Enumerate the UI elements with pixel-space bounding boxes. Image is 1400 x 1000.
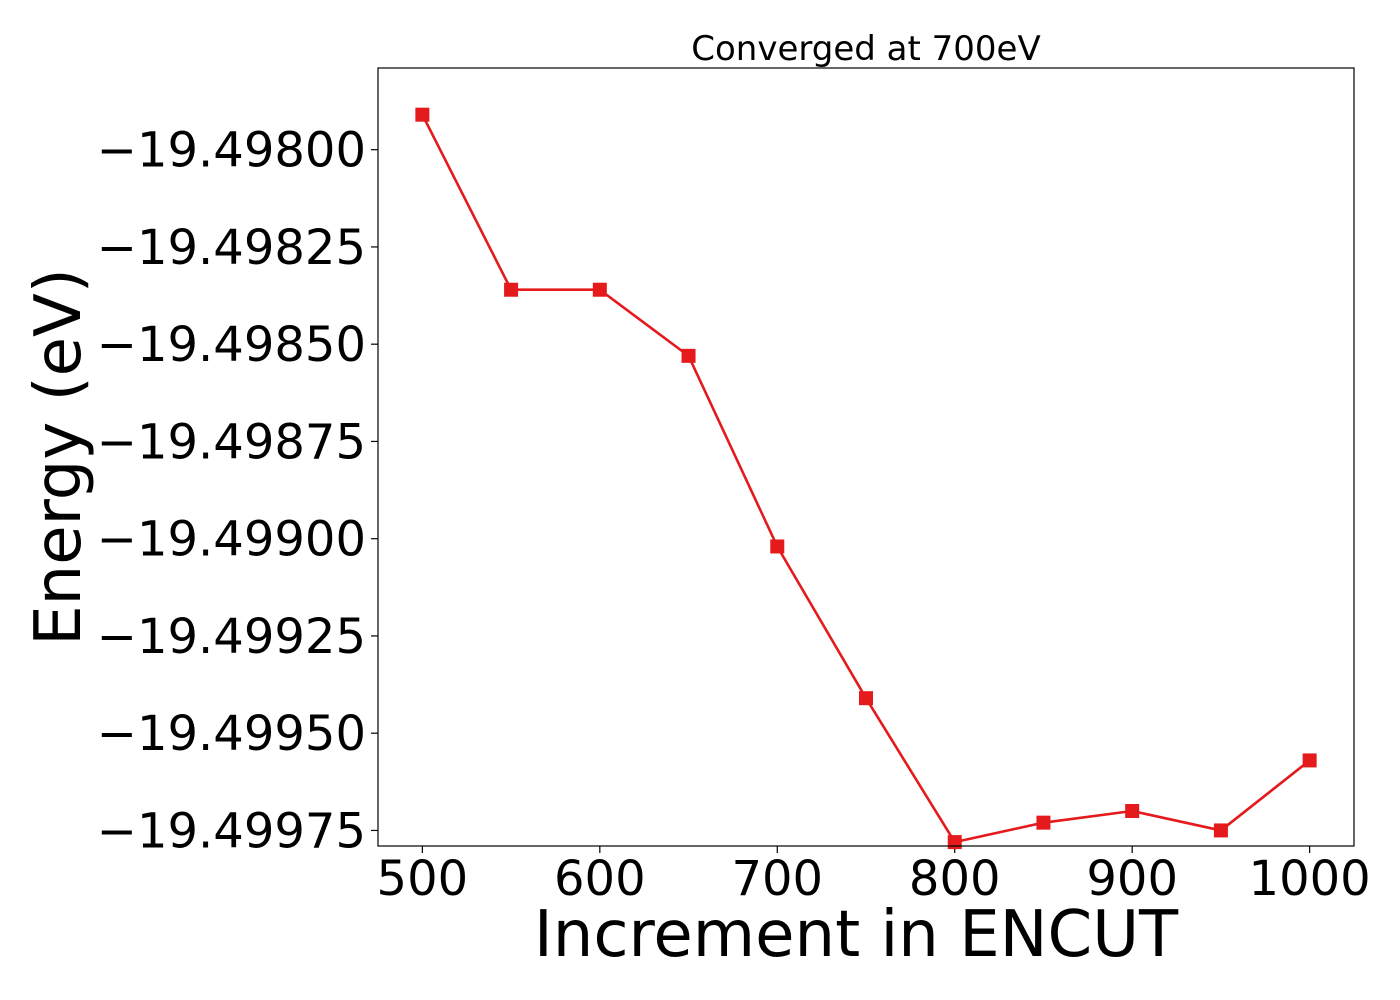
data-point-marker — [592, 282, 607, 297]
data-point-marker — [415, 107, 430, 122]
data-point-marker — [770, 539, 785, 554]
data-point-marker — [504, 282, 519, 297]
plot-background — [378, 68, 1354, 846]
x-tick-label: 500 — [377, 851, 469, 907]
y-tick-label: −19.49950 — [97, 706, 366, 762]
data-point-marker — [681, 348, 696, 363]
plot-frame — [377, 67, 1355, 847]
data-point-marker — [1125, 803, 1140, 818]
x-tick-label: 900 — [1086, 851, 1178, 907]
data-point-marker — [859, 691, 873, 706]
data-point-marker — [1036, 815, 1051, 830]
y-tick-label: −19.49800 — [97, 123, 366, 179]
y-tick-label: −19.49825 — [97, 220, 366, 276]
y-tick-label: −19.49850 — [97, 317, 366, 373]
y-axis-ticks: −19.49800 −19.49825 −19.49850 −19.49875 −19.… — [97, 123, 378, 859]
x-tick-label: 1000 — [1249, 851, 1371, 907]
x-axis-label: Increment in ENCUT — [534, 898, 1179, 972]
x-axis-ticks: 500 600 700 800 900 1000 — [377, 846, 1371, 907]
x-tick-label: 700 — [731, 851, 823, 907]
data-point-marker — [1302, 753, 1317, 768]
y-tick-label: −19.49875 — [97, 414, 366, 470]
data-point-marker — [947, 835, 962, 850]
x-tick-label: 800 — [909, 851, 1001, 907]
series-layer — [415, 107, 1317, 850]
x-tick-label: 600 — [554, 851, 646, 907]
y-axis-label: Energy (eV) — [22, 268, 96, 646]
y-tick-label: −19.49900 — [97, 512, 366, 568]
chart-title: Converged at 700eV — [691, 29, 1040, 69]
y-tick-label: −19.49975 — [97, 803, 366, 859]
y-tick-label: −19.49925 — [97, 609, 366, 665]
data-point-marker — [1213, 823, 1228, 838]
